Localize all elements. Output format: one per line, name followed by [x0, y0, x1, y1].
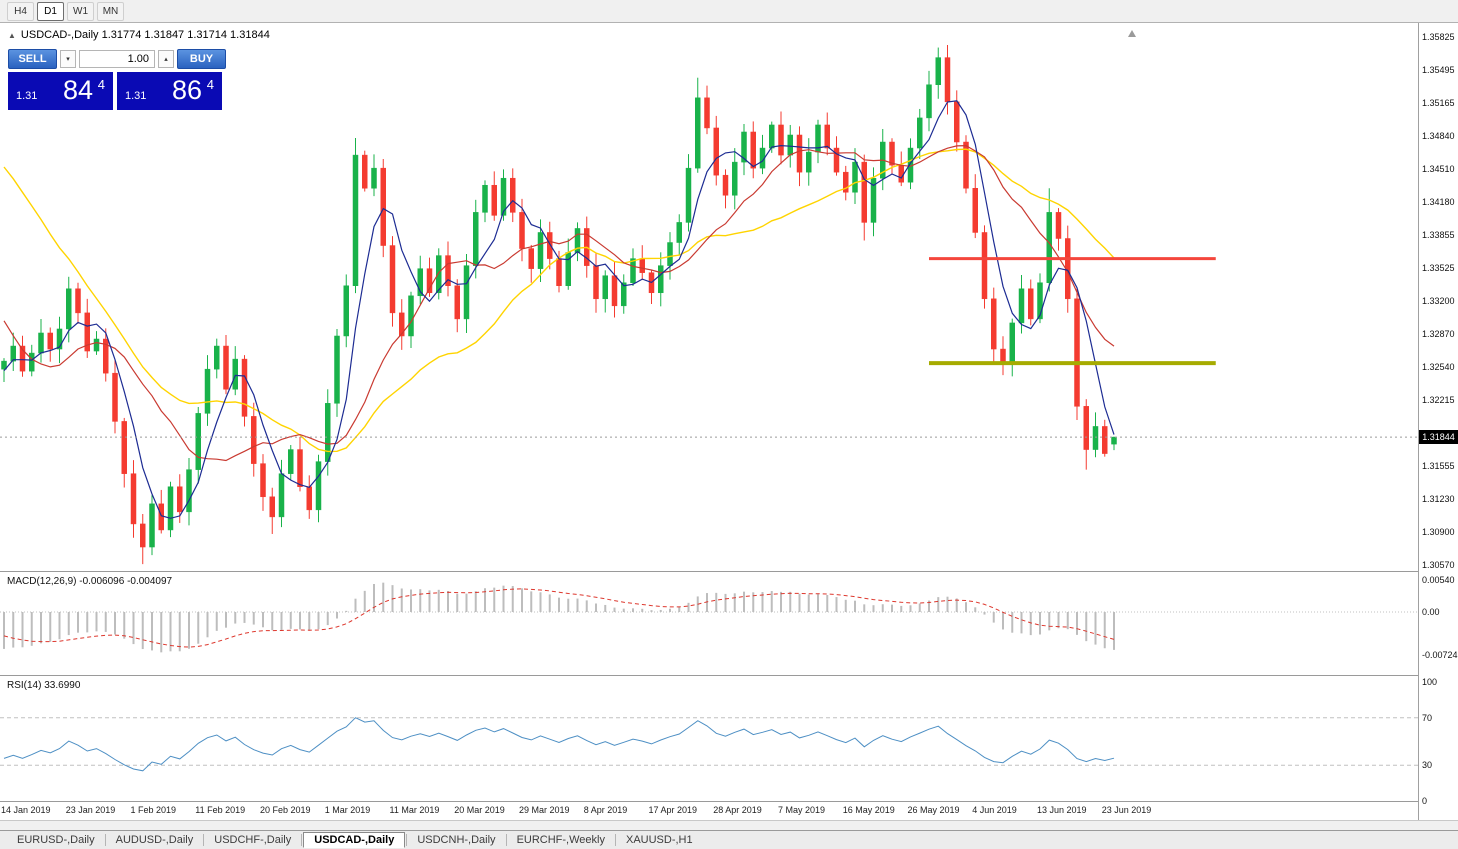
timeframe-button-d1[interactable]: D1 — [37, 1, 64, 21]
chart-tabs-bar: EURUSD-,Daily AUDUSD-,Daily USDCHF-,Daily U… — [0, 830, 1458, 849]
price-axis-label: 1.34510 — [1422, 164, 1455, 175]
date-axis-label: 8 Apr 2019 — [583, 805, 628, 815]
price-axis-label: 1.33855 — [1422, 229, 1455, 240]
date-axis-label: 4 Jun 2019 — [972, 805, 1017, 815]
price-axis-label: 1.31230 — [1422, 493, 1455, 504]
volume-input[interactable] — [79, 50, 155, 68]
date-axis-label: 28 Apr 2019 — [713, 805, 762, 815]
price-axis-label: 1.31555 — [1422, 461, 1455, 472]
chart-tab-usdcad[interactable]: USDCAD-,Daily — [303, 832, 406, 848]
timeframe-toolbar: H4 D1 W1 MN — [0, 0, 1458, 23]
tab-separator — [104, 834, 106, 846]
chart-shift-marker-icon[interactable] — [1128, 30, 1136, 37]
price-axis-label: 1.35825 — [1422, 32, 1455, 42]
price-axis-label: 1.35495 — [1422, 65, 1455, 76]
main-chart-canvas[interactable] — [0, 23, 1418, 571]
chart-tab-eurchf[interactable]: EURCHF-,Weekly — [516, 834, 605, 846]
macd-axis-label: 0.00 — [1422, 607, 1440, 617]
rsi-line-group — [0, 717, 1418, 772]
timeframe-button-mn[interactable]: MN — [97, 1, 124, 21]
chart-title: ▲ USDCAD-,Daily 1.31774 1.31847 1.31714 … — [8, 29, 270, 41]
timeframe-button-w1[interactable]: W1 — [67, 1, 94, 21]
chart-tab-usdcnh[interactable]: USDCNH-,Daily — [417, 834, 496, 846]
price-axis-label: 1.32870 — [1422, 328, 1455, 339]
horizontal-level-lines[interactable] — [0, 257, 1418, 438]
buy-price-display[interactable]: 1.31 86 4 — [117, 72, 222, 110]
chevron-up-icon: ▴ — [164, 55, 168, 63]
date-axis-label: 20 Feb 2019 — [260, 805, 311, 815]
macd-axis-label: -0.00724 — [1422, 650, 1458, 661]
one-click-trading-panel: SELL ▾ ▴ BUY 1.31 84 4 1.31 86 4 — [8, 49, 226, 110]
price-axis[interactable]: 1.35825 1.35495 1.35165 1.34840 1.34510 1.341… — [1419, 23, 1458, 820]
panel-separator — [0, 801, 1458, 802]
date-axis[interactable]: 14 Jan 2019 23 Jan 2019 1 Feb 2019 11 Feb 2… — [0, 802, 1418, 820]
price-axis-label: 1.34180 — [1422, 197, 1455, 208]
rsi-axis-label: 70 — [1422, 712, 1433, 723]
date-axis-label: 20 Mar 2019 — [454, 805, 505, 815]
price-axis-label: 1.32540 — [1422, 362, 1455, 373]
price-axis-label: 1.34840 — [1422, 130, 1455, 141]
buy-price-small: 1.31 — [125, 90, 147, 102]
date-axis-label: 14 Jan 2019 — [1, 805, 51, 815]
one-click-collapse-icon[interactable]: ▲ — [8, 30, 16, 40]
chart-tab-usdchf[interactable]: USDCHF-,Daily — [214, 834, 292, 846]
buy-button[interactable]: BUY — [177, 49, 226, 69]
panel-separator[interactable] — [0, 571, 1458, 572]
date-axis-label: 26 May 2019 — [907, 805, 960, 815]
chart-tab-eurusd[interactable]: EURUSD-,Daily — [17, 834, 95, 846]
panel-separator[interactable] — [0, 675, 1458, 676]
price-axis-label: 1.33525 — [1422, 263, 1455, 274]
tab-separator — [406, 834, 408, 846]
date-axis-label: 16 May 2019 — [842, 805, 895, 815]
date-axis-label: 29 Mar 2019 — [519, 805, 570, 815]
date-axis-label: 7 May 2019 — [778, 805, 826, 815]
chart-title-text: USDCAD-,Daily 1.31774 1.31847 1.31714 1.… — [20, 29, 270, 41]
date-axis-label: 13 Jun 2019 — [1037, 805, 1087, 815]
date-axis-label: 17 Apr 2019 — [648, 805, 698, 815]
price-axis-label: 1.32215 — [1422, 394, 1455, 405]
sell-button[interactable]: SELL — [8, 49, 57, 69]
date-axis-label: 11 Mar 2019 — [389, 805, 440, 815]
date-axis-label: 23 Jun 2019 — [1101, 805, 1152, 815]
rsi-axis-label: 30 — [1422, 760, 1433, 771]
rsi-axis-label: 100 — [1422, 677, 1438, 687]
tab-separator — [301, 834, 303, 846]
macd-axis-label: 0.00540 — [1422, 574, 1455, 585]
volume-decrease-button[interactable]: ▾ — [60, 50, 76, 68]
sell-price-sup: 4 — [97, 77, 105, 92]
rsi-panel-canvas[interactable] — [0, 676, 1418, 801]
rsi-axis-label: 0 — [1422, 796, 1428, 806]
moving-average-lines — [3, 100, 1115, 519]
tab-separator — [203, 834, 205, 846]
rsi-label: RSI(14) 33.6990 — [7, 680, 81, 691]
sell-price-small: 1.31 — [16, 90, 38, 102]
date-axis-label: 1 Mar 2019 — [324, 805, 371, 815]
date-axis-label: 11 Feb 2019 — [195, 805, 246, 815]
macd-histogram — [0, 582, 1418, 653]
price-axis-label: 1.35165 — [1422, 98, 1455, 109]
volume-increase-button[interactable]: ▴ — [158, 50, 174, 68]
current-price-badge: 1.31844 — [1419, 430, 1458, 445]
candlestick-series — [1, 44, 1117, 565]
chart-tab-audusd[interactable]: AUDUSD-,Daily — [115, 834, 194, 846]
chart-tab-xauusd[interactable]: XAUUSD-,H1 — [625, 834, 693, 846]
tab-separator — [505, 834, 507, 846]
horizontal-scrollbar[interactable] — [0, 820, 1458, 830]
buy-price-sup: 4 — [206, 77, 214, 92]
tab-separator — [614, 834, 616, 846]
date-axis-label: 1 Feb 2019 — [130, 805, 177, 815]
macd-label: MACD(12,26,9) -0.006096 -0.004097 — [7, 576, 173, 587]
buy-price-big: 86 — [171, 75, 202, 105]
price-axis-label: 1.30900 — [1422, 526, 1455, 537]
sell-price-display[interactable]: 1.31 84 4 — [8, 72, 113, 110]
macd-panel-canvas[interactable] — [0, 572, 1418, 675]
chevron-down-icon: ▾ — [66, 55, 70, 63]
price-axis-label: 1.33200 — [1422, 295, 1455, 306]
price-axis-divider — [1418, 23, 1419, 820]
sell-price-big: 84 — [62, 75, 93, 105]
price-axis-label: 1.30570 — [1422, 560, 1455, 571]
date-axis-label: 23 Jan 2019 — [65, 805, 116, 815]
timeframe-button-h4[interactable]: H4 — [7, 1, 34, 21]
